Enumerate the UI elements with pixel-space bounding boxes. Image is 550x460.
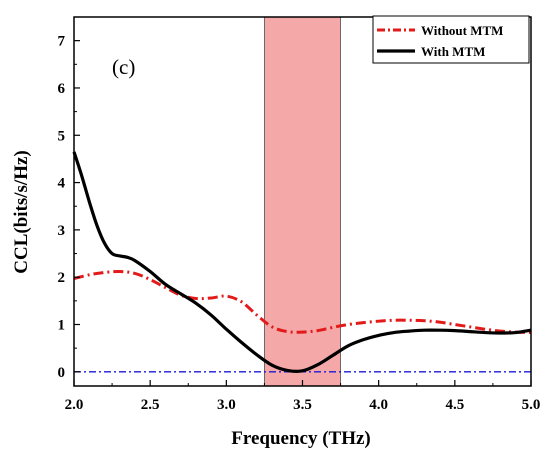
y-tick-label: 4	[58, 176, 66, 192]
series-line-with-mtm	[72, 151, 532, 373]
legend-label-with-mtm: With MTM	[421, 44, 485, 59]
y-tick-label: 1	[58, 318, 66, 334]
legend-box	[372, 15, 530, 64]
y-tick-label: 0	[58, 365, 66, 381]
x-tick-label: 3.5	[293, 397, 312, 413]
x-tick-label: 2.5	[141, 397, 160, 413]
y-axis-title: CCL(bits/s/Hz)	[11, 150, 32, 274]
x-tick-label: 4.0	[369, 397, 388, 413]
x-tick-label: 5.0	[522, 397, 541, 413]
highlight-band	[264, 16, 341, 387]
y-tick-label: 6	[58, 81, 66, 97]
x-axis-title: Frequency (THz)	[231, 428, 371, 449]
series-line-without-mtm	[73, 269, 532, 335]
highlight-band-layer	[264, 16, 341, 387]
y-tick-label: 3	[58, 223, 66, 239]
y-tick-label: 2	[58, 270, 66, 286]
panel-label: (c)	[112, 55, 135, 79]
series-layer	[72, 151, 532, 373]
y-axis-ticks: 0 1 2 3 4 5 6 7	[58, 34, 80, 381]
legend: Without MTM With MTM	[372, 15, 530, 64]
legend-label-without-mtm: Without MTM	[421, 23, 503, 38]
y-tick-label: 5	[58, 128, 66, 144]
x-tick-label: 4.5	[445, 397, 464, 413]
x-tick-label: 3.0	[217, 397, 236, 413]
y-tick-label: 7	[58, 34, 66, 50]
x-tick-label: 2.0	[65, 397, 84, 413]
x-axis-ticks: 2.0 2.5 3.0 3.5 4.0 4.5 5.0	[65, 380, 541, 413]
